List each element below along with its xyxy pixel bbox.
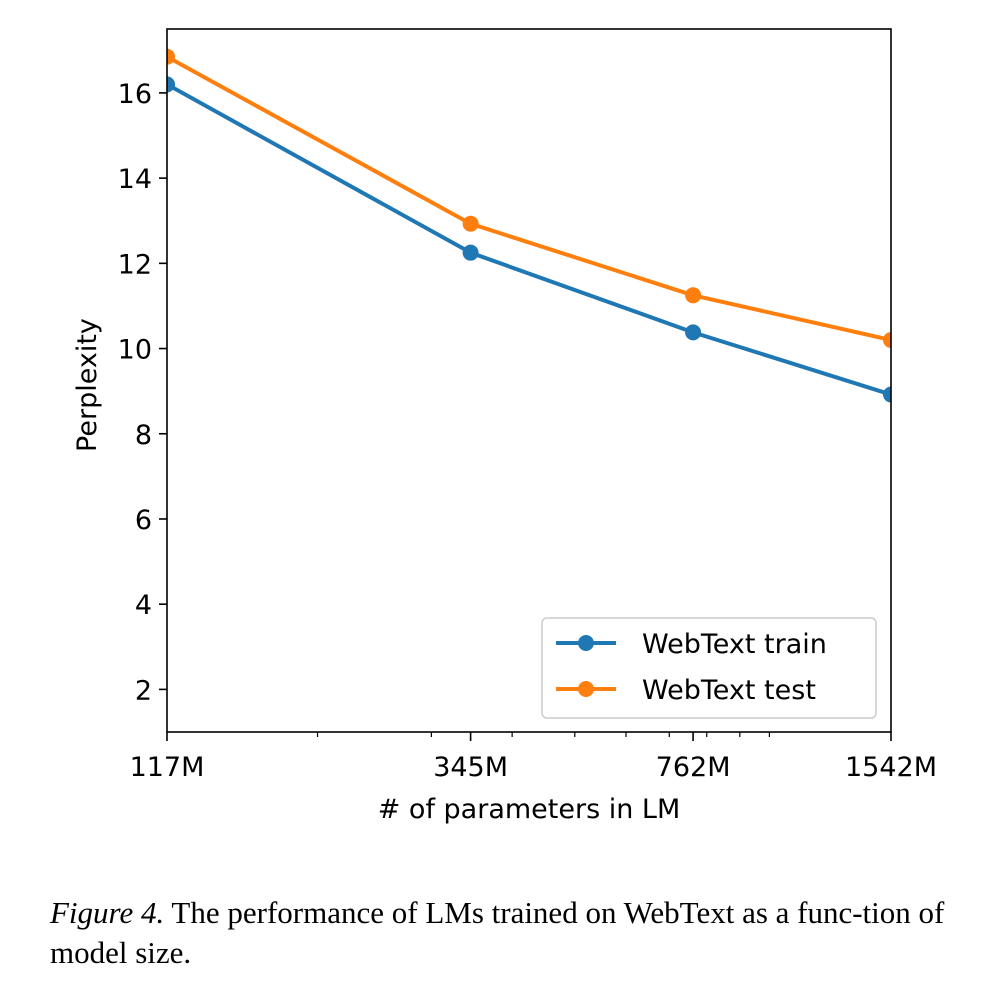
figure-caption: Figure 4. The performance of LMs trained…: [50, 893, 970, 973]
data-point: [685, 287, 702, 304]
data-point: [167, 76, 175, 93]
legend-box: [541, 617, 877, 719]
data-point: [883, 332, 891, 349]
y-tick-label: 8: [135, 420, 152, 451]
perplexity-chart: 2 4 6 8 10 12 14 16 117M 345M 762M 1542M # of param…: [72, 28, 937, 825]
figure-label: Figure 4.: [50, 895, 165, 930]
y-tick-label: 16: [118, 79, 152, 110]
series-0: [167, 76, 891, 403]
x-tick-label: 345M: [433, 752, 508, 783]
x-axis-label: # of parameters in LM: [378, 794, 681, 825]
y-tick-label: 10: [118, 335, 152, 366]
series-lines: [167, 48, 891, 403]
y-axis-label: Perplexity: [72, 318, 103, 452]
legend-test-marker: [578, 681, 594, 697]
data-point: [462, 244, 479, 261]
data-point: [883, 386, 891, 403]
data-point: [685, 324, 702, 341]
legend: WebText train WebText test: [541, 617, 877, 719]
x-tick-label: 762M: [656, 752, 731, 783]
plot-frame: [166, 28, 892, 733]
y-tick-label: 12: [118, 249, 152, 280]
data-point: [167, 48, 175, 65]
x-tick-label: 1542M: [845, 752, 937, 783]
legend-train-marker: [578, 635, 594, 651]
caption-text: The performance of LMs trained on WebTex…: [50, 895, 945, 970]
axes: 2 4 6 8 10 12 14 16 117M 345M 762M 1542M: [118, 79, 937, 783]
series-1: [167, 48, 891, 349]
y-tick-label: 6: [135, 505, 152, 536]
x-tick-label: 117M: [130, 752, 205, 783]
legend-train-label: WebText train: [642, 629, 827, 660]
series-line: [167, 82, 891, 397]
y-tick-label: 14: [118, 164, 152, 195]
y-tick-label: 4: [135, 590, 152, 621]
series-line: [167, 54, 891, 342]
legend-test-label: WebText test: [642, 675, 816, 706]
data-point: [462, 215, 479, 232]
y-tick-label: 2: [135, 675, 152, 706]
